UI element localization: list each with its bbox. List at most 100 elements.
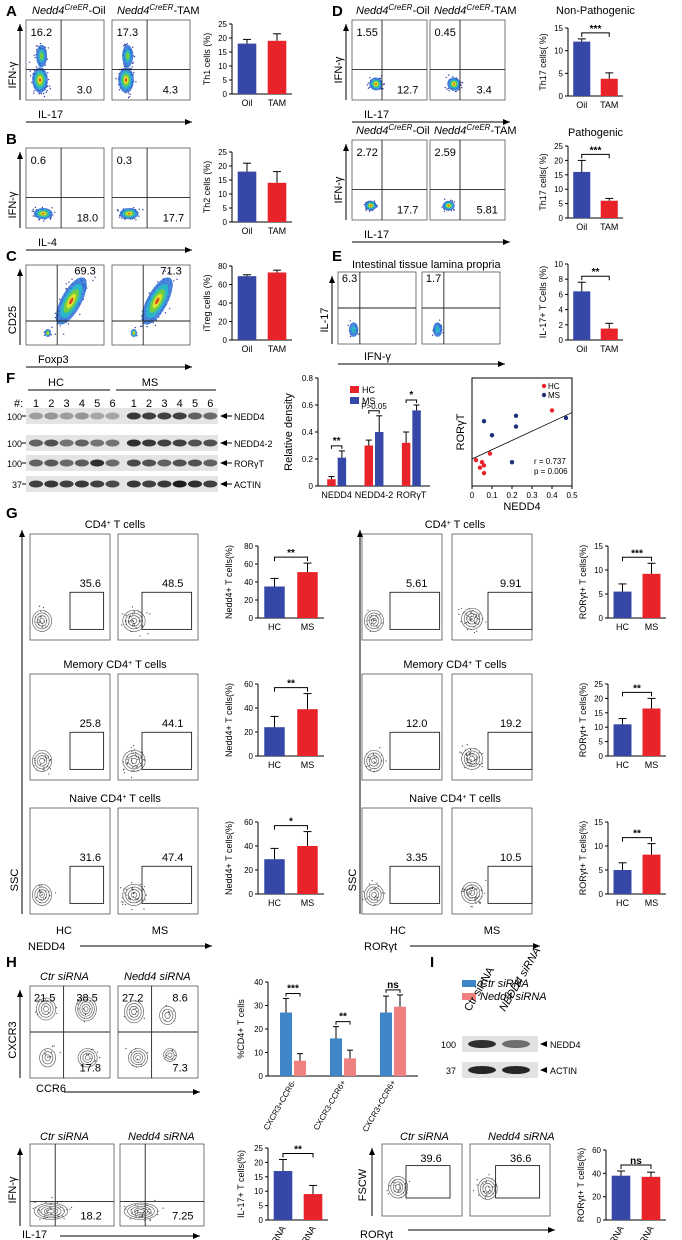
x-axis-label: IL-17 bbox=[22, 1229, 47, 1240]
event-dot bbox=[38, 623, 40, 626]
event-dot bbox=[131, 1015, 133, 1017]
event-dot bbox=[478, 752, 480, 754]
contour-line bbox=[461, 747, 483, 770]
event-dot bbox=[134, 1048, 136, 1050]
dots bbox=[431, 319, 444, 337]
event-dot bbox=[481, 752, 483, 755]
y-tick-label: 20 bbox=[218, 162, 227, 171]
event-dot bbox=[71, 1206, 73, 1209]
event-dot bbox=[174, 1058, 176, 1061]
y-tick-label: 15 bbox=[594, 709, 603, 718]
event-dot bbox=[65, 288, 67, 290]
event-dot bbox=[399, 1183, 401, 1185]
panel-letter-f: F bbox=[6, 370, 15, 387]
flow-plot: 10.5 bbox=[451, 807, 533, 915]
plot-title: Nedd4CreER-Oil bbox=[356, 123, 430, 138]
significance-bracket bbox=[335, 1021, 351, 1025]
band-arrow bbox=[220, 460, 227, 466]
event-dot bbox=[125, 888, 128, 890]
contour-line bbox=[371, 617, 377, 624]
plot-title: Nedd4CreER-TAM bbox=[434, 123, 517, 138]
event-dot bbox=[43, 95, 46, 98]
event-dot bbox=[48, 766, 50, 768]
event-dot bbox=[458, 608, 460, 611]
event-dot bbox=[169, 307, 171, 310]
event-dot bbox=[33, 90, 35, 92]
event-dot bbox=[462, 890, 464, 892]
bar-ms bbox=[297, 572, 318, 618]
category-label: Nedd4 siRNA bbox=[282, 1224, 318, 1240]
event-dot bbox=[483, 1190, 486, 1193]
blot-strip bbox=[462, 1036, 538, 1052]
panel-letter-e: E bbox=[332, 248, 342, 265]
event-dot bbox=[77, 1003, 79, 1005]
event-dot bbox=[49, 759, 51, 761]
y-tick-label: 5 bbox=[259, 1202, 264, 1211]
event-dot bbox=[54, 333, 56, 335]
event-dot bbox=[132, 766, 134, 768]
y-tick-label: 20 bbox=[218, 34, 227, 43]
blot-band bbox=[126, 439, 141, 447]
event-dot bbox=[136, 1210, 139, 1212]
arrow-head bbox=[343, 24, 349, 31]
x-axis-label: NEDD4 bbox=[503, 501, 540, 513]
event-dot bbox=[171, 1050, 173, 1052]
event-dot bbox=[169, 1056, 171, 1058]
blot-band bbox=[90, 459, 105, 467]
event-dot bbox=[165, 1056, 167, 1058]
event-dot bbox=[465, 889, 467, 891]
contour-line bbox=[38, 1000, 54, 1018]
event-dot bbox=[48, 1011, 50, 1014]
event-dot bbox=[45, 619, 48, 622]
event-dot bbox=[36, 621, 38, 623]
event-dot bbox=[165, 1054, 167, 1056]
y-tick-label: 25 bbox=[254, 1144, 263, 1153]
contour-line bbox=[122, 749, 146, 772]
event-dot bbox=[478, 763, 481, 766]
event-dot bbox=[368, 764, 370, 767]
y-tick-label: 20 bbox=[254, 1025, 263, 1034]
event-dot bbox=[379, 613, 381, 615]
plot-frame bbox=[469, 1143, 551, 1217]
y-tick-label: 0 bbox=[259, 1216, 264, 1225]
event-dot bbox=[125, 1048, 127, 1050]
event-dot bbox=[157, 1210, 159, 1212]
significance-label: ** bbox=[287, 679, 295, 690]
event-dot bbox=[131, 757, 133, 760]
event-dot bbox=[463, 888, 465, 891]
event-dot bbox=[145, 894, 147, 896]
event-dot bbox=[164, 1019, 166, 1022]
y-tick-label: 10 bbox=[554, 47, 563, 56]
event-dot bbox=[44, 1213, 46, 1216]
event-dot bbox=[465, 890, 468, 892]
event-dot bbox=[162, 1207, 164, 1209]
contour-line bbox=[128, 1005, 140, 1018]
event-dot bbox=[474, 897, 476, 899]
flow-plot: 2.72 17.7 bbox=[351, 139, 428, 221]
event-dot bbox=[47, 756, 49, 758]
event-dot bbox=[146, 612, 148, 614]
mw-marker: 100 bbox=[7, 459, 22, 469]
arrow-head bbox=[193, 1233, 200, 1239]
arrow-head bbox=[17, 1148, 23, 1155]
event-dot bbox=[133, 769, 135, 771]
event-dot bbox=[467, 892, 469, 894]
x-axis-label: IL-17 bbox=[364, 109, 389, 121]
event-dot bbox=[144, 759, 146, 761]
contour-line bbox=[80, 1050, 96, 1066]
significance-bracket bbox=[581, 275, 610, 281]
event-dot bbox=[92, 1048, 94, 1050]
event-dot bbox=[382, 83, 385, 86]
category-label: RORγT bbox=[396, 490, 426, 500]
bar-oil bbox=[237, 276, 257, 340]
event-dot bbox=[131, 606, 134, 608]
event-dot bbox=[173, 1010, 175, 1012]
event-dot bbox=[473, 631, 476, 634]
legend-label: HC bbox=[548, 382, 560, 391]
contour-line bbox=[395, 1184, 401, 1191]
event-dot bbox=[41, 899, 43, 901]
y-tick-label: 10 bbox=[254, 1049, 263, 1058]
event-dot bbox=[467, 894, 469, 896]
y-tick-label: 10 bbox=[554, 185, 563, 194]
event-dot bbox=[157, 281, 159, 283]
